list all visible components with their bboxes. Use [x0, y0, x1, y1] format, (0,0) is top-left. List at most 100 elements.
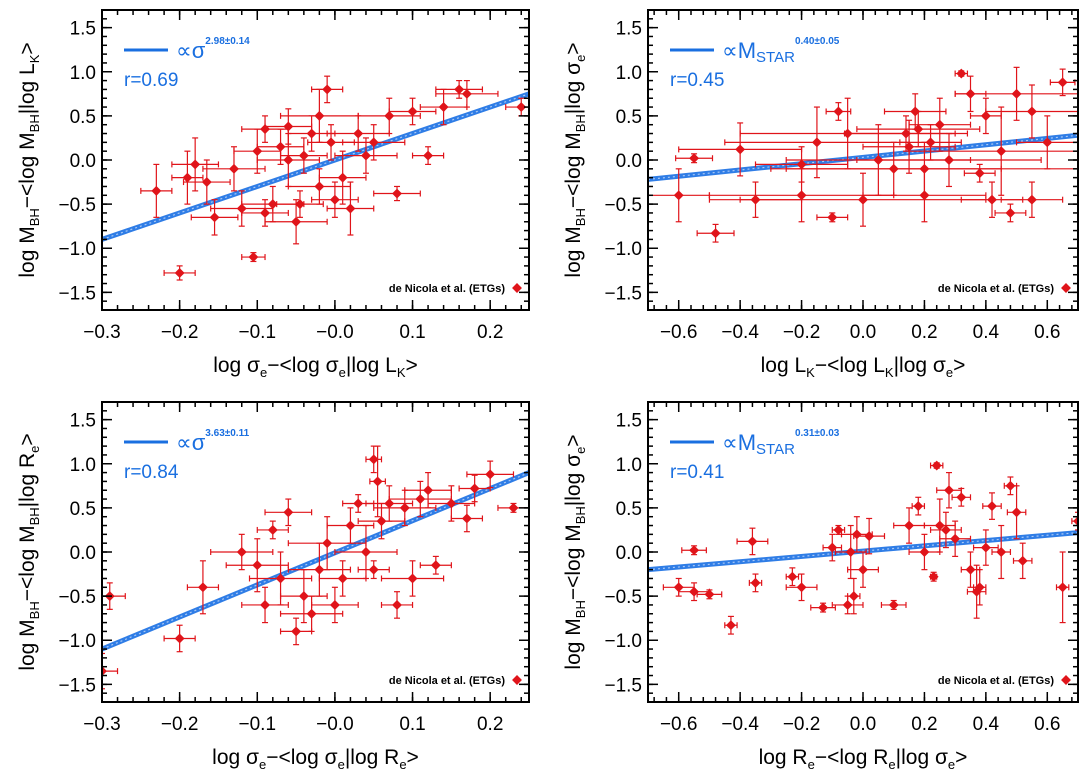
point-marker [796, 582, 807, 593]
y-tick-label: 0.0 [616, 543, 642, 564]
point-marker [811, 137, 822, 148]
legend-marker [1061, 283, 1071, 293]
data-point [241, 252, 266, 263]
data-point [856, 110, 981, 148]
data-point [911, 496, 926, 516]
data-point [248, 551, 313, 606]
data-point [1071, 511, 1078, 531]
data-point [435, 79, 484, 99]
data-point [102, 582, 126, 610]
point-marker [392, 188, 402, 199]
data-point [326, 181, 375, 236]
x-tick-label: 0.0 [850, 714, 876, 735]
point-marker [842, 599, 853, 610]
point-marker [516, 102, 527, 113]
point-marker [996, 146, 1007, 157]
data-point [419, 555, 452, 575]
data-point [681, 545, 707, 556]
data-point [380, 591, 414, 619]
point-marker [725, 620, 736, 631]
data-point [822, 533, 843, 562]
y-tick-label: 1.0 [616, 63, 642, 84]
data-point [810, 602, 836, 613]
point-marker [236, 203, 247, 214]
point-marker [376, 516, 387, 527]
data-point [1049, 68, 1076, 97]
x-tick-label: −0.2 [161, 714, 199, 735]
panel-top-left: −0.3 −0.2 −0.1 −0.0 0.1 0.2 −1.5 −1.0 −0.5 0.0 0.5… [16, 9, 530, 380]
data-layer [648, 460, 1078, 635]
legend-label: de Nicola et al. (ETGs) [938, 283, 1054, 295]
point-marker [197, 582, 208, 593]
data-point [991, 524, 1012, 580]
point-marker [944, 485, 954, 496]
y-tick-label: 1.5 [616, 19, 642, 40]
data-point [140, 163, 173, 218]
point-marker [306, 128, 317, 139]
y-tick-label: −1.5 [58, 283, 96, 304]
data-point [466, 460, 515, 489]
data-point [279, 137, 328, 174]
data-point [279, 88, 359, 143]
data-layer [102, 445, 529, 690]
y-tick-label: −1.5 [604, 675, 642, 696]
point-marker [1005, 480, 1016, 491]
point-marker [1042, 137, 1053, 148]
x-tick-label: 0.2 [477, 322, 503, 343]
point-marker [368, 564, 379, 575]
data-point [736, 527, 769, 556]
point-marker [326, 137, 336, 148]
y-tick-label: −1.5 [58, 675, 96, 696]
data-point [210, 190, 274, 227]
point-marker [399, 502, 410, 513]
data-point [435, 79, 499, 108]
data-point [311, 586, 359, 624]
data-point [264, 498, 313, 527]
x-tick-label: −0.0 [316, 714, 354, 735]
point-marker [151, 185, 162, 196]
data-point [357, 560, 390, 580]
data-point [678, 582, 711, 602]
data-point [972, 569, 987, 606]
point-marker [919, 547, 930, 557]
point-marker [174, 633, 185, 644]
point-marker [704, 589, 715, 600]
data-point [357, 97, 421, 135]
data-point [963, 163, 996, 183]
point-marker [750, 577, 761, 588]
correlation-label: r=0.41 [670, 462, 724, 483]
y-tick-label: 0.5 [616, 499, 642, 520]
x-tick-label: −0.4 [721, 322, 759, 343]
point-marker [353, 498, 364, 509]
point-marker [314, 110, 325, 121]
point-marker [209, 212, 220, 223]
point-marker [796, 159, 807, 170]
data-point [388, 480, 452, 518]
data-point [210, 533, 274, 571]
point-marker [1017, 555, 1028, 566]
y-tick-label: −1.5 [604, 283, 642, 304]
x-tick-label: −0.1 [239, 714, 277, 735]
point-marker [345, 520, 356, 531]
fit-line-hatch [102, 93, 529, 240]
legend-marker [512, 675, 522, 685]
y-tick-label: −0.5 [58, 587, 96, 608]
data-point [450, 504, 484, 533]
data-point [334, 524, 398, 580]
point-marker [283, 121, 294, 132]
point-marker [974, 582, 985, 593]
point-marker [913, 124, 924, 135]
x-tick-label: −0.2 [161, 322, 199, 343]
point-marker [987, 194, 997, 205]
data-point [287, 542, 352, 597]
legend-label: de Nicola et al. (ETGs) [938, 675, 1054, 687]
data-point [190, 199, 239, 236]
data-point [373, 185, 421, 202]
point-marker [329, 599, 340, 610]
legend-label: de Nicola et al. (ETGs) [389, 283, 505, 295]
point-marker [469, 483, 480, 494]
point-marker [322, 538, 333, 549]
point-marker [735, 144, 746, 155]
data-point [225, 538, 289, 593]
point-marker [888, 599, 899, 610]
